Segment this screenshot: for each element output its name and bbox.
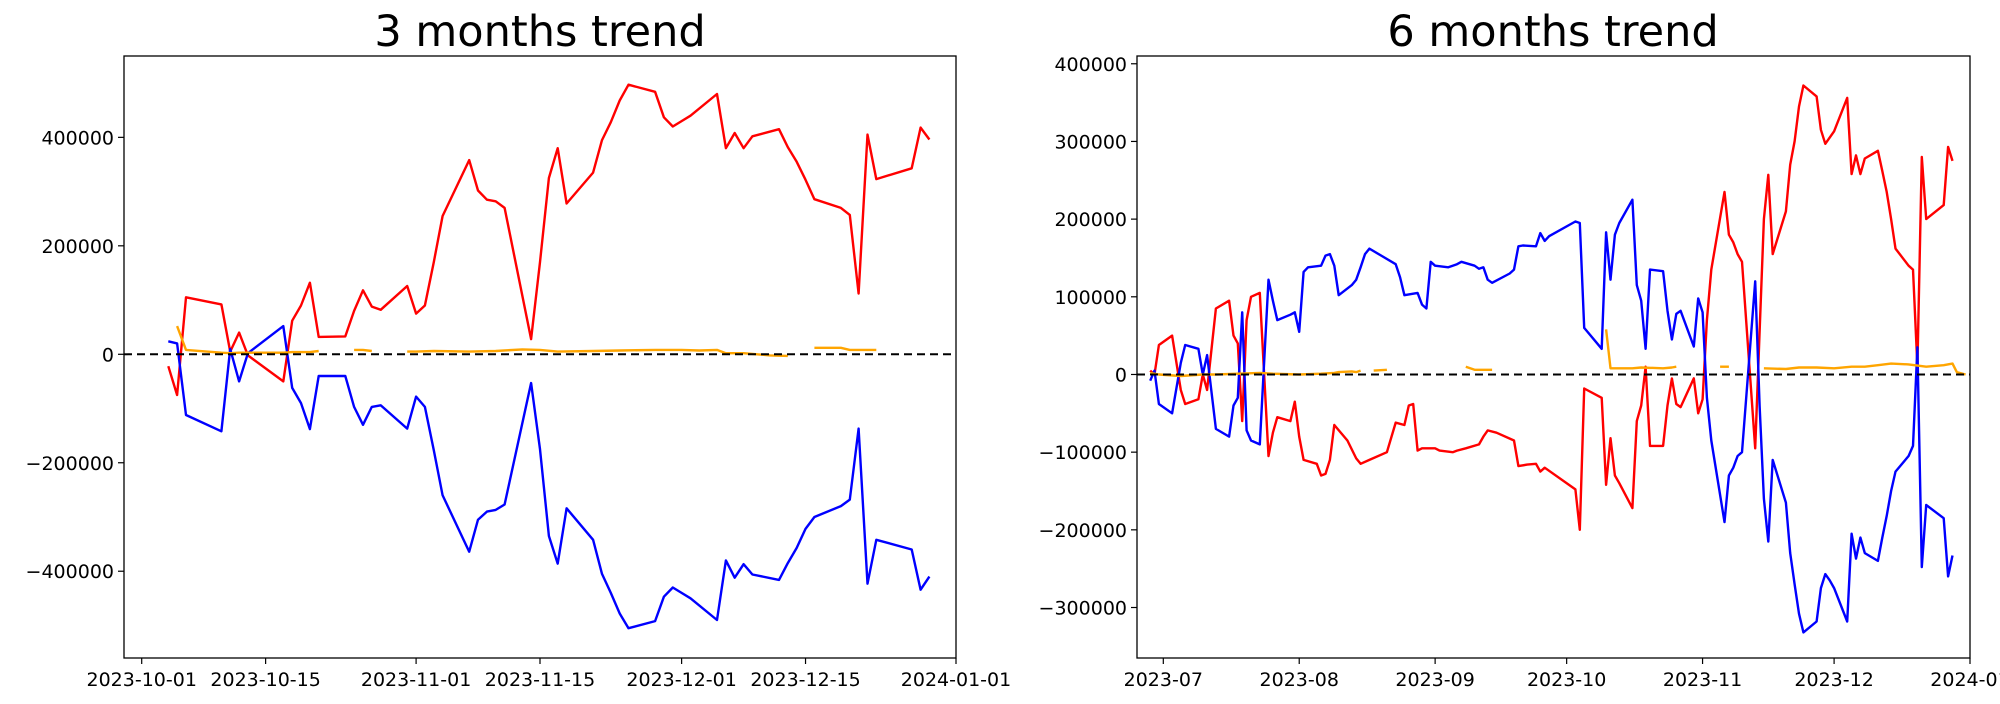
- y-tick-label: 400000: [1054, 54, 1127, 76]
- series-line-2-segment-1: [354, 348, 372, 353]
- chart-3-months: 3 months trend −400000 −200000 0 200000 4000…: [26, 7, 1012, 691]
- axes-frame: [1136, 55, 1971, 659]
- y-tick-label: −400000: [26, 561, 114, 583]
- series-line-2-segment-3: [1604, 329, 1677, 370]
- x-tick-label: 2023-11-15: [485, 669, 595, 691]
- axes-frame: [123, 55, 957, 659]
- chart-title: 6 months trend: [1387, 7, 1718, 57]
- x-tick-label: 2023-11-01: [361, 669, 471, 691]
- y-tick-label: 100000: [1054, 287, 1127, 309]
- chart-6-months: 6 months trend −300000 −200000 −100000 0 100…: [1039, 7, 2000, 691]
- y-tick-label: 400000: [41, 127, 114, 149]
- x-tick-label: 2023-11: [1663, 669, 1742, 691]
- y-tick-label: −300000: [1039, 598, 1127, 620]
- x-tick-label: 2024-01-01: [901, 669, 1011, 691]
- series-line-2-segment-0: [175, 325, 319, 355]
- x-tick-label: 2023-10-15: [210, 669, 320, 691]
- plot-area: [1137, 84, 1970, 634]
- y-tick-label: −200000: [26, 453, 114, 475]
- y-tick-label: 200000: [1054, 209, 1127, 231]
- series-line-2-segment-2: [1465, 365, 1493, 371]
- series-line-2-segment-3: [814, 346, 877, 352]
- x-tick-label: 2023-12-15: [750, 669, 860, 691]
- x-tick-label: 2023-10-01: [86, 669, 196, 691]
- x-tick-label: 2023-07: [1124, 669, 1203, 691]
- series-line-2-segment-2: [407, 348, 788, 358]
- chart-title: 3 months trend: [374, 7, 705, 57]
- series-line-0-segment-0: [167, 83, 931, 397]
- ticks: −300000 −200000 −100000 0 100000 200000 300000…: [1039, 54, 2000, 691]
- y-tick-label: 0: [1115, 364, 1127, 386]
- y-tick-label: 0: [102, 344, 114, 366]
- y-tick-label: 200000: [41, 236, 114, 258]
- series-line-1-segment-0: [168, 324, 931, 630]
- x-tick-label: 2023-12-01: [626, 669, 736, 691]
- x-tick-label: 2023-12: [1794, 669, 1873, 691]
- x-tick-label: 2023-08: [1260, 669, 1339, 691]
- ticks: −400000 −200000 0 200000 400000 2023-10-01 202…: [26, 127, 1012, 691]
- series-line-2-segment-5: [1763, 362, 1966, 376]
- y-tick-label: −200000: [1039, 520, 1127, 542]
- x-tick-label: 2024-01: [1930, 669, 2000, 691]
- y-tick-label: 300000: [1054, 131, 1127, 153]
- x-tick-label: 2023-10: [1527, 669, 1606, 691]
- series-line-2-segment-1: [1373, 368, 1387, 372]
- series-line-1-segment-0: [1149, 198, 1954, 634]
- series-line-0-segment-0: [1149, 84, 1954, 531]
- x-tick-label: 2023-09: [1395, 669, 1474, 691]
- plot-area: [124, 83, 956, 630]
- y-tick-label: −100000: [1039, 442, 1127, 464]
